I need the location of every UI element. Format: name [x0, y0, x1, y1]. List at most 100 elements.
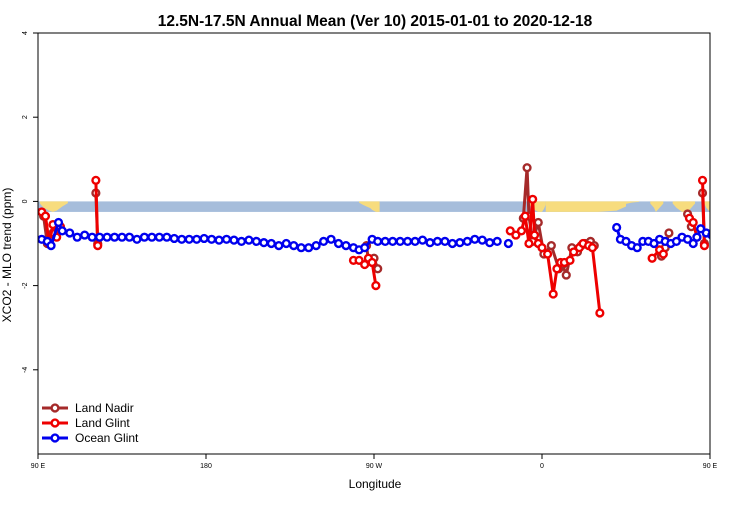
data-point-land-glint [505, 226, 515, 236]
data-point-ocean-glint [395, 236, 405, 246]
data-point-land-glint [647, 253, 657, 263]
data-point-land-glint [697, 175, 708, 185]
data-point-ocean-glint [425, 238, 435, 248]
data-point-land-glint [537, 243, 547, 253]
data-point-ocean-glint [147, 232, 157, 242]
legend-item: Land Glint [42, 416, 130, 430]
data-point-land-glint [40, 211, 51, 221]
data-point-land-glint [595, 308, 605, 318]
data-point-ocean-glint [462, 236, 472, 246]
data-point-land-nadir [546, 241, 556, 251]
data-point-ocean-glint [266, 238, 276, 249]
data-point-land-glint [552, 264, 562, 274]
data-point-land-glint [511, 230, 521, 240]
data-point-ocean-glint [296, 243, 306, 253]
data-point-ocean-glint [162, 232, 172, 242]
data-point-ocean-glint [432, 236, 443, 246]
data-point-ocean-glint [184, 234, 194, 244]
data-point-land-glint [528, 194, 538, 204]
data-point-land-glint [91, 175, 101, 185]
data-point-land-glint [354, 255, 364, 265]
legend-label: Land Glint [75, 416, 130, 430]
y-tick-label: -4 [22, 367, 29, 373]
y-axis: 4 2 0 -2 -4 [22, 31, 38, 373]
data-point-ocean-glint [455, 238, 465, 248]
data-point-ocean-glint [274, 241, 284, 251]
x-tick-label: 90 E [31, 463, 46, 470]
data-point-ocean-glint [447, 238, 458, 249]
x-tick-label: 180 [200, 463, 212, 470]
data-point-ocean-glint [360, 243, 370, 253]
data-point-ocean-glint [46, 241, 56, 251]
data-point-ocean-glint [289, 241, 299, 251]
data-point-ocean-glint [57, 226, 67, 236]
data-point-ocean-glint [229, 235, 239, 245]
data-point-ocean-glint [410, 236, 420, 246]
y-axis-label: XCO2 - MLO trend (ppm) [0, 188, 14, 323]
data-point-ocean-glint [281, 238, 291, 249]
data-point-land-nadir [664, 228, 674, 238]
data-point-land-glint [542, 249, 553, 259]
data-point-ocean-glint [682, 234, 693, 244]
legend-item: Land Nadir [42, 401, 134, 415]
data-point-ocean-glint [326, 234, 336, 244]
legend-label: Land Nadir [75, 401, 134, 415]
data-point-ocean-glint [341, 241, 351, 251]
data-point-ocean-glint [688, 238, 698, 249]
data-point-ocean-glint [477, 235, 487, 245]
data-point-ocean-glint [192, 234, 202, 244]
data-point-ocean-glint [707, 230, 710, 240]
y-tick-label: 2 [22, 115, 29, 119]
legend-item: Ocean Glint [42, 431, 139, 445]
legend-label: Ocean Glint [75, 431, 139, 445]
data-point-ocean-glint [139, 232, 150, 242]
data-point-land-glint [548, 289, 558, 299]
land-band-region [359, 201, 380, 212]
data-point-land-glint [520, 211, 530, 221]
data-point-land-glint [529, 230, 540, 240]
data-point-ocean-glint [221, 234, 232, 244]
data-point-ocean-glint [169, 233, 179, 244]
data-point-land-nadir [373, 264, 383, 274]
data-point-land-glint [371, 281, 381, 291]
data-point-ocean-glint [696, 224, 706, 234]
data-point-ocean-glint [117, 232, 127, 242]
data-point-land-glint [587, 243, 598, 253]
data-point-ocean-glint [259, 238, 269, 248]
data-point-ocean-glint [714, 234, 721, 241]
data-point-land-nadir [533, 217, 543, 228]
data-point-ocean-glint [199, 233, 209, 244]
land-band-region [672, 201, 696, 212]
data-point-ocean-glint [214, 235, 224, 245]
data-point-ocean-glint [251, 236, 262, 246]
data-point-ocean-glint [102, 232, 112, 242]
land-band-region [626, 201, 640, 204]
legend-marker [50, 418, 60, 428]
land-band-region [545, 201, 626, 212]
y-tick-label: 0 [22, 199, 29, 203]
data-point-ocean-glint [742, 236, 749, 243]
data-point-ocean-glint [132, 234, 142, 244]
data-point-land-glint [93, 241, 103, 251]
data-point-ocean-glint [333, 238, 344, 249]
data-point-ocean-glint [403, 236, 413, 246]
series-layer [38, 163, 749, 318]
data-point-ocean-glint [244, 235, 254, 245]
data-point-ocean-glint [87, 232, 97, 242]
data-point-land-glint [367, 257, 377, 268]
x-tick-label: 0 [540, 463, 544, 470]
data-point-ocean-glint [177, 234, 187, 244]
series-land-glint [38, 175, 710, 318]
data-point-ocean-glint [109, 232, 120, 242]
data-point-ocean-glint [492, 236, 502, 246]
data-point-ocean-glint [380, 236, 390, 246]
data-point-land-glint [516, 226, 527, 236]
data-point-land-glint [699, 241, 710, 251]
data-point-ocean-glint [671, 236, 682, 246]
data-point-ocean-glint [373, 236, 383, 246]
data-point-ocean-glint [720, 234, 727, 241]
data-point-ocean-glint [154, 232, 164, 242]
data-point-land-glint [658, 249, 668, 259]
